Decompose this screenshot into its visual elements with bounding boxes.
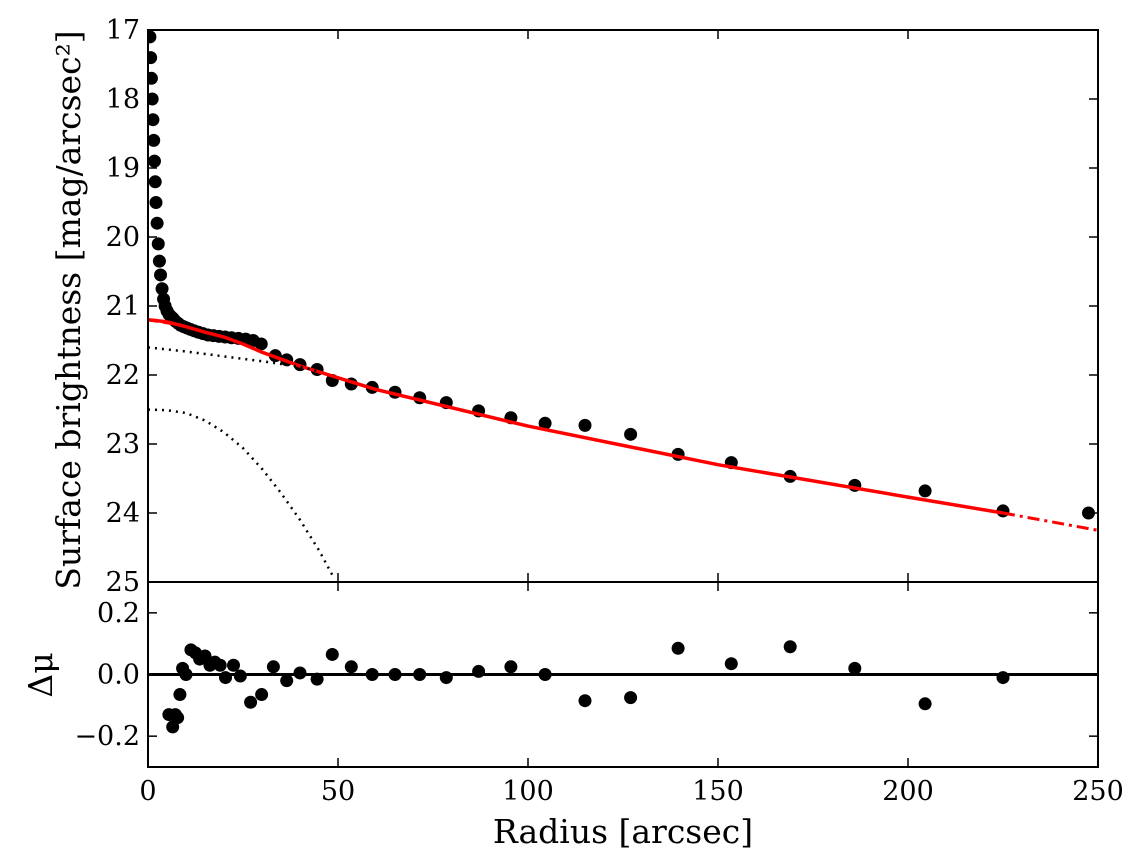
residual-y-axis-title: Δμ [21,652,60,697]
x-tick-label: 200 [882,776,934,807]
x-tick-label: 250 [1072,776,1124,807]
residual-data-point [848,661,862,675]
main-y-tick-label: 20 [106,222,140,253]
main-y-tick-label: 17 [106,15,140,46]
main-data-point [148,175,162,189]
residual-y-tick-label: −0.2 [74,721,140,752]
main-data-point [578,418,592,432]
residual-plot-area [148,640,1098,734]
residual-data-point [365,668,379,681]
x-tick-label: 150 [692,776,744,807]
main-y-tick-label: 21 [106,291,140,322]
x-tick-label: 0 [139,776,156,807]
fit-line [148,318,1004,515]
residual-data-point [233,669,247,683]
main-data-point [152,254,166,268]
main-data-point [148,51,158,65]
fit-extrapolation-line [1002,511,1098,532]
main-x-ticks [147,30,1099,582]
residual-data-point [578,694,592,708]
residual-data-point [280,674,294,688]
residual-data-point [255,688,269,702]
model-component-line [148,408,336,580]
residual-data-point [171,711,185,725]
residual-data-point [783,640,797,654]
main-y-tick-label: 23 [106,429,140,460]
main-data-point [148,133,161,147]
main-y-tick-label: 24 [106,498,140,529]
x-tick-label: 50 [321,776,355,807]
residual-data-point [310,672,324,686]
main-data-point [154,268,168,282]
main-y-tick-label: 22 [106,360,140,391]
main-data-point [538,416,552,430]
residual-data-point [538,668,552,681]
main-axes-frame [147,29,1099,583]
residual-data-point [344,660,358,674]
main-data-point [151,237,165,251]
residual-data-point [227,658,240,672]
residual-data-point [472,664,486,678]
main-data-point [150,216,164,230]
residual-data-point [439,671,453,685]
residual-data-point [219,671,233,685]
main-panel: 17 18 19 20 21 22 23 24 25 Surface brightness [m… [49,15,1099,598]
main-data-point [624,427,638,441]
main-data-point [149,196,163,209]
model-component-line [148,346,320,373]
residual-y-tick-label: 0.2 [97,598,140,629]
residual-data-point [724,657,738,671]
main-data-point [148,154,161,168]
residual-x-ticks: 0 50 100 150 200 250 [139,582,1124,807]
main-y-ticks: 17 18 19 20 21 22 23 24 25 [106,15,1098,598]
residual-data-point [213,658,227,672]
residual-data-point [388,668,402,681]
residual-panel: 0.2 0.0 −0.2 0 50 100 150 200 250 Δμ Radius [ar… [21,581,1124,851]
main-y-tick-label: 25 [106,567,140,598]
main-data-point [148,71,158,85]
x-axis-title: Radius [arcsec] [493,812,753,851]
residual-data-point [325,647,339,661]
main-data-point [155,282,169,296]
main-data-point [918,484,932,498]
main-y-tick-label: 19 [106,153,140,184]
main-plot-area [148,30,1098,580]
residual-data-point [293,666,307,680]
residual-y-tick-label: 0.0 [97,660,140,691]
residual-data-point [413,668,427,681]
main-y-axis-title: Surface brightness [mag/arcsec²] [49,30,88,589]
main-y-tick-label: 18 [106,84,140,115]
fit-inner-dashed-line [148,318,183,327]
residual-data-point [173,688,187,702]
residual-data-point [266,660,280,674]
residual-data-point [504,660,518,674]
residual-data-point [918,697,932,711]
residual-data-point [624,691,638,705]
main-data-point [148,113,160,127]
main-data-point [254,337,268,351]
residual-data-point [179,668,193,681]
residual-data-point [244,695,258,709]
residual-data-point [671,641,685,655]
main-data-point [148,30,157,44]
x-tick-label: 100 [502,776,554,807]
residual-y-ticks: 0.2 0.0 −0.2 [74,598,1098,752]
main-data-point [1082,506,1095,520]
residual-data-point [996,671,1010,685]
